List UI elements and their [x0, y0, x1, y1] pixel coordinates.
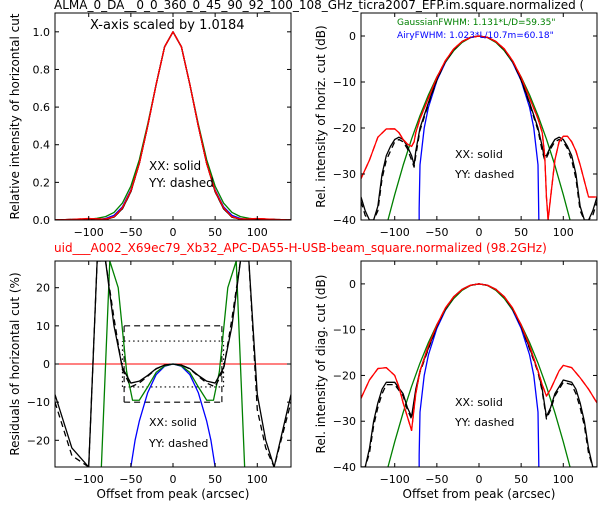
x-tick-label: 100 — [553, 226, 574, 239]
annotation-text: YY: dashed — [454, 416, 514, 429]
plot-area — [55, 31, 291, 220]
x-axis-label: Offset from peak (arcsec) — [97, 487, 250, 501]
series-line-3 — [361, 283, 597, 467]
x-tick-label: 50 — [208, 226, 222, 239]
x-tick-label: −50 — [425, 226, 448, 239]
series-line-5 — [55, 31, 291, 220]
annotation-text: XX: solid — [149, 416, 197, 429]
series-line-3 — [55, 261, 291, 467]
top-title: ALMA_0_DA__0_0_360_0_45_90_92_100_108_GH… — [54, 0, 584, 12]
x-tick-label: 100 — [247, 226, 268, 239]
x-tick-label: −100 — [380, 226, 410, 239]
mid-title: uid___A002_X69ec79_Xb32_APC-DA55-H-USB-b… — [54, 241, 547, 255]
x-tick-label: 0 — [170, 226, 177, 239]
y-tick-label: −10 — [333, 324, 356, 337]
x-tick-label: −50 — [119, 473, 142, 486]
x-tick-label: 0 — [476, 473, 483, 486]
annotation-text: XX: solid — [455, 396, 503, 409]
y-tick-label: 0 — [349, 30, 356, 43]
annotation-text: YY: dashed — [148, 176, 214, 190]
y-tick-label: 1.0 — [33, 26, 51, 39]
y-tick-label: 10 — [36, 320, 50, 333]
annotation-text: XX: solid — [149, 159, 201, 173]
y-tick-label: 0.6 — [33, 101, 51, 114]
x-tick-label: 50 — [514, 226, 528, 239]
x-tick-label: −50 — [119, 226, 142, 239]
y-tick-label: 0.4 — [33, 139, 51, 152]
series-line-5 — [361, 35, 597, 220]
x-tick-label: 0 — [476, 226, 483, 239]
y-tick-label: −40 — [333, 214, 356, 227]
y-tick-label: 0.8 — [33, 63, 51, 76]
plot-area — [361, 35, 597, 220]
annotation-text: XX: solid — [455, 148, 503, 161]
y-tick-label: −30 — [333, 168, 356, 181]
x-tick-label: 0 — [170, 473, 177, 486]
x-tick-label: −100 — [380, 473, 410, 486]
annotation-text: YY: dashed — [454, 168, 514, 181]
y-tick-label: 0.2 — [33, 176, 51, 189]
y-tick-label: −20 — [27, 434, 50, 447]
y-tick-label: 0 — [349, 278, 356, 291]
series-line-5 — [361, 283, 597, 432]
annotation-text: X-axis scaled by 1.0184 — [90, 18, 245, 33]
y-tick-label: 20 — [36, 282, 50, 295]
annotation-text: YY: dashed — [148, 437, 208, 450]
y-axis-label: Relative intensity of horizontal cut — [8, 13, 22, 219]
y-axis-label: Rel. intensity of horiz. cut (dB) — [314, 25, 328, 207]
plot-area — [55, 261, 291, 467]
x-axis-label: Offset from peak (arcsec) — [403, 487, 556, 501]
annotation-text: AiryFWHM: 1.023*L/10.7m=60.18" — [397, 31, 554, 41]
x-tick-label: 100 — [247, 473, 268, 486]
y-tick-label: −10 — [333, 76, 356, 89]
x-tick-label: 50 — [208, 473, 222, 486]
y-tick-label: 0.0 — [33, 214, 51, 227]
x-tick-label: 50 — [514, 473, 528, 486]
y-tick-label: 0 — [43, 358, 50, 371]
annotation-text: GaussianFWHM: 1.131*L/D=59.35" — [397, 18, 555, 28]
x-tick-label: −100 — [74, 473, 104, 486]
y-tick-label: −10 — [27, 396, 50, 409]
plot-area — [361, 283, 597, 467]
y-tick-label: −20 — [333, 369, 356, 382]
x-tick-label: −50 — [425, 473, 448, 486]
y-tick-label: −40 — [333, 461, 356, 474]
x-tick-label: −100 — [74, 226, 104, 239]
y-axis-label: Residuals of horizontal cut (%) — [8, 272, 22, 455]
y-axis-label: Rel. intensity of diag. cut (dB) — [314, 275, 328, 454]
panel-horiz-linear: −100 −50 0 50 100 0.0 0.2 0.4 0.6 0.8 1.0 Relative … — [8, 12, 292, 239]
y-tick-label: −30 — [333, 415, 356, 428]
series-line-3 — [361, 35, 597, 220]
x-tick-label: 100 — [553, 473, 574, 486]
y-tick-label: −20 — [333, 122, 356, 135]
